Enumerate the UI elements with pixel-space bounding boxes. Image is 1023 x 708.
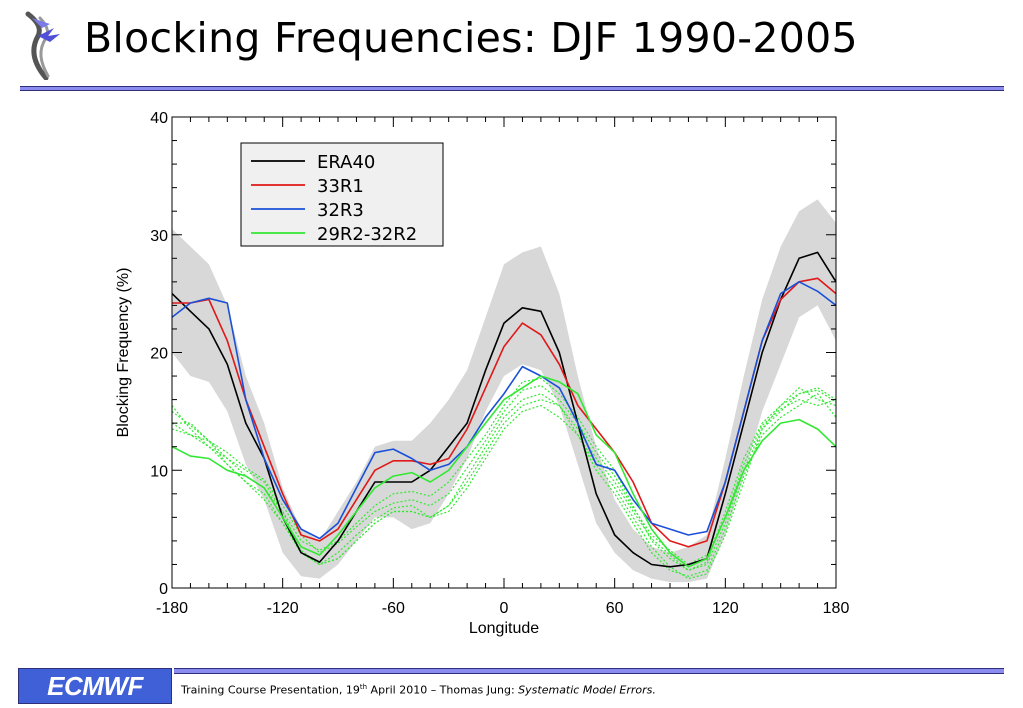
x-tick-label: 60 xyxy=(606,600,624,617)
series-line-32r3 xyxy=(171,280,837,540)
legend-label-era40: ERA40 xyxy=(317,152,375,173)
footer-caption: Training Course Presentation, 19th April… xyxy=(181,683,656,697)
ecmwf-logo-text: ECMWF xyxy=(47,670,143,701)
footer-middle: April 2010 – Thomas Jung: xyxy=(367,683,519,697)
legend-label-33r1: 33R1 xyxy=(317,176,364,197)
series-line-29r2-32r2 xyxy=(171,375,837,568)
x-tick-label: -180 xyxy=(156,600,188,617)
y-tick-label: 10 xyxy=(150,463,168,480)
uncertainty-band xyxy=(172,199,836,583)
y-tick-label: 20 xyxy=(150,346,168,363)
ensemble-line-5 xyxy=(171,392,837,577)
series-lines-layer xyxy=(171,251,837,568)
ensemble-line-1 xyxy=(171,377,837,571)
uncertainty-band-layer xyxy=(172,199,836,583)
ensemble-line-3 xyxy=(171,387,837,580)
y-axis-label: Blocking Frequency (%) xyxy=(115,268,132,438)
axis-ticks-layer: -180 -120 -60 0 60 120 180 0 10 20 30 40 xyxy=(150,110,849,617)
legend: ERA40 33R1 32R3 29R2-32R2 xyxy=(240,142,444,247)
legend-label-32r3: 32R3 xyxy=(317,200,364,221)
x-axis-label: Longitude xyxy=(469,620,539,637)
footer-italic-title: Systematic Model Errors. xyxy=(518,683,656,697)
footer-prefix: Training Course Presentation, 19 xyxy=(181,683,360,697)
x-tick-label: -120 xyxy=(267,600,299,617)
footer-divider xyxy=(174,668,1004,674)
x-tick-label: -60 xyxy=(382,600,405,617)
title-divider xyxy=(20,86,1004,91)
x-tick-label: 0 xyxy=(500,600,509,617)
slide-title: Blocking Frequencies: DJF 1990-2005 xyxy=(84,14,858,62)
y-tick-label: 40 xyxy=(150,110,168,127)
x-tick-label: 120 xyxy=(712,600,739,617)
y-tick-label: 30 xyxy=(150,228,168,245)
legend-label-29r2-32r2: 29R2-32R2 xyxy=(317,224,417,245)
ecmwf-bird-logo-icon xyxy=(25,11,60,80)
ecmwf-logo: ECMWF xyxy=(18,668,172,704)
y-tick-label: 0 xyxy=(159,581,168,598)
x-tick-label: 180 xyxy=(823,600,850,617)
footer-superscript: th xyxy=(359,683,368,691)
ensemble-line-2 xyxy=(172,387,837,571)
